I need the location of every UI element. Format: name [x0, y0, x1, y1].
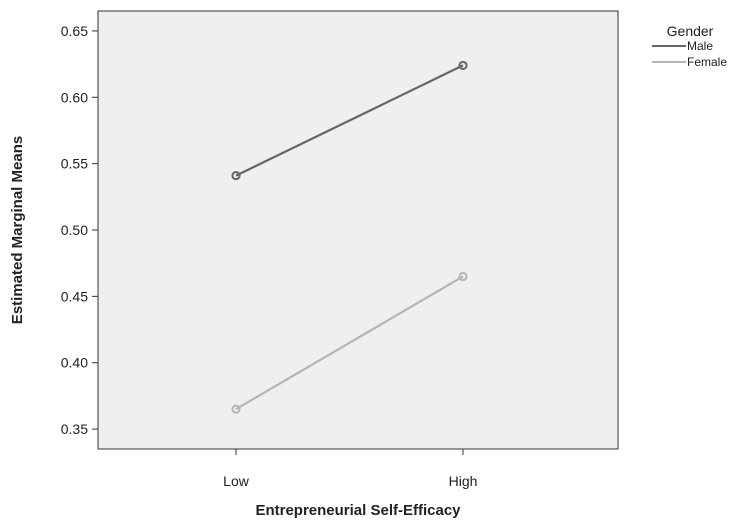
x-axis-title: Entrepreneurial Self-Efficacy [255, 502, 461, 519]
data-point-male [458, 60, 468, 71]
legend-label-female: Female [687, 55, 727, 69]
y-tick-label: 0.35 [61, 421, 88, 437]
data-point-female [458, 271, 468, 282]
data-point-male [231, 170, 241, 181]
y-tick-label: 0.50 [61, 222, 88, 238]
y-axis-title: Estimated Marginal Means [9, 136, 26, 324]
y-tick-label: 0.40 [61, 355, 88, 371]
y-tick-label: 0.65 [61, 23, 88, 39]
series-line-male [235, 64, 464, 177]
series-line-female [235, 275, 464, 411]
y-tick-label: 0.60 [61, 89, 88, 105]
data-point-female [231, 404, 241, 414]
series-layer [231, 60, 468, 414]
x-tick-label: High [449, 473, 478, 489]
legend-label-male: Male [687, 39, 713, 53]
y-tick-label: 0.45 [61, 288, 88, 304]
x-axis: Low High [223, 449, 477, 489]
y-tick-label: 0.55 [61, 156, 88, 172]
legend-title: Gender [667, 23, 714, 39]
legend: Gender Male Female [652, 23, 727, 69]
x-tick-label: Low [223, 473, 250, 489]
plot-area [97, 10, 619, 450]
y-axis: 0.35 0.40 0.45 0.50 0.55 0.60 0.65 [61, 23, 98, 437]
